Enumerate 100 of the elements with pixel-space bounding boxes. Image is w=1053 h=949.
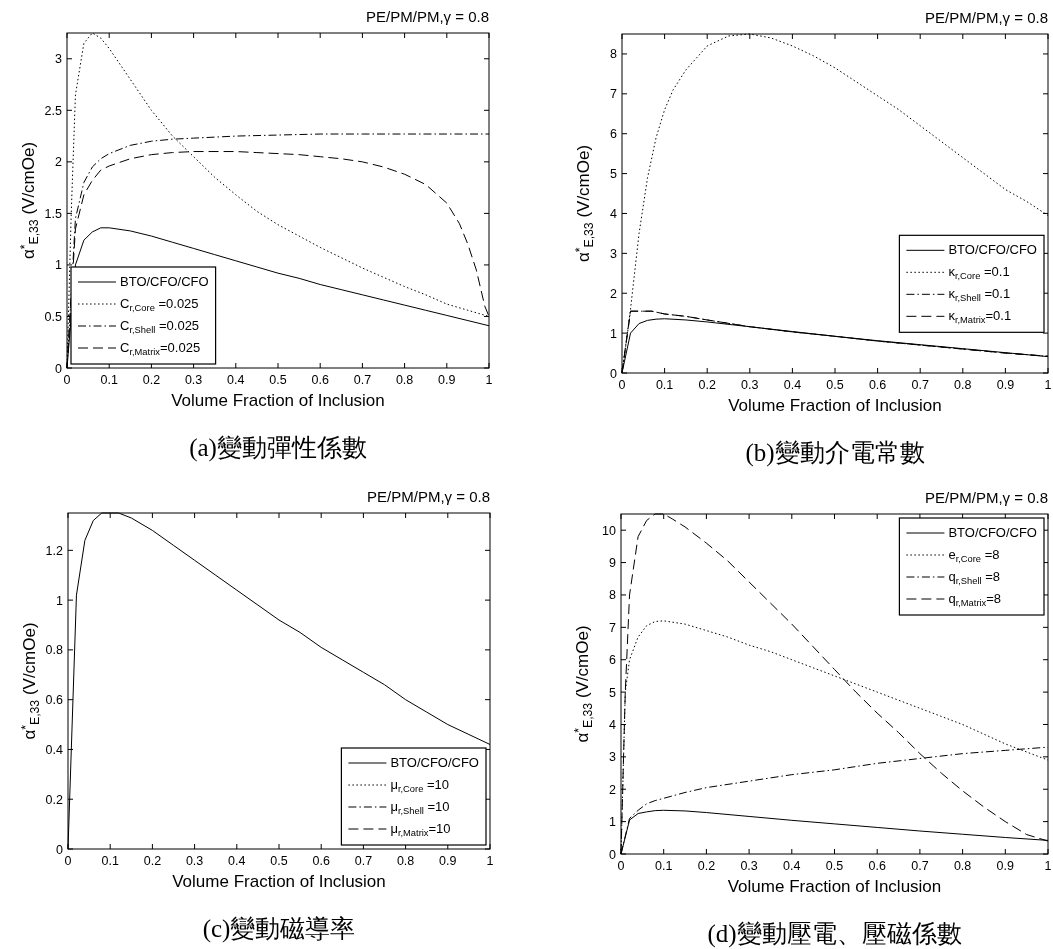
y-tick-label: 1 [610, 326, 618, 341]
x-tick-label: 0.1 [101, 854, 119, 868]
x-tick-label: 0.5 [270, 854, 288, 868]
x-tick-label: 0.2 [143, 854, 162, 868]
y-tick-label: 2 [610, 286, 618, 301]
y-tick-label: 8 [609, 588, 617, 603]
y-tick-label: 3 [610, 246, 618, 261]
x-tick-label: 0.2 [697, 859, 716, 873]
y-tick-label: 1 [56, 593, 64, 608]
x-tick-label: 0.2 [142, 373, 161, 387]
x-axis-title: Volume Fraction of Inclusion [727, 877, 942, 896]
x-tick-label: 0.6 [868, 859, 886, 873]
legend-label: BTO/CFO/CFO [390, 755, 479, 770]
legend-label: BTO/CFO/CFO [948, 242, 1037, 258]
y-tick-label: 1 [55, 258, 63, 273]
legend-label: μ$_{r,Matrix}$=10 [390, 821, 451, 838]
x-tick-label: 0.4 [227, 373, 245, 387]
x-tick-label: 0.9 [996, 378, 1015, 392]
x-tick-label: 0.6 [868, 378, 887, 392]
x-tick-label: 0.3 [741, 378, 759, 392]
legend-label: κ$_{r,Matrix}$=0.1 [948, 308, 1012, 326]
x-tick-label: 0.8 [395, 373, 414, 387]
x-tick-label: 0.9 [438, 373, 456, 387]
text: (d)變動壓電、壓磁係數 [707, 920, 962, 948]
x-tick-label: 0.4 [783, 859, 801, 873]
legend-label: μ$_{r,Core}$ =10 [390, 777, 450, 794]
legend-label: C$_{r,Core}$ =0.025 [120, 296, 199, 313]
x-tick-label: 1 [1044, 378, 1052, 392]
chart-title: PE/PM/PM,γ = 0.8 [925, 9, 1048, 26]
x-tick-label: 1 [486, 854, 494, 868]
x-tick-label: 0.7 [354, 854, 373, 868]
y-tick-label: 0 [56, 842, 64, 857]
text: (c)變動磁導率 [202, 915, 356, 943]
x-tick-label: 0.3 [184, 373, 203, 387]
x-tick-label: 0.4 [783, 378, 802, 392]
y-tick-label: 0 [55, 361, 63, 376]
chart-title: PE/PM/PM,γ = 0.8 [925, 489, 1048, 506]
y-tick-label: 4 [610, 206, 618, 221]
y-tick-label: 2 [55, 155, 63, 170]
y-tick-label: 6 [610, 127, 618, 142]
y-tick-label: 0.6 [45, 693, 64, 708]
x-tick-label: 0.6 [311, 373, 329, 387]
x-tick-label: 0.5 [269, 373, 287, 387]
x-tick-label: 1 [1044, 859, 1052, 873]
y-tick-label: 10 [602, 523, 617, 538]
x-tick-label: 0.7 [911, 378, 929, 392]
legend-label: κ$_{r,Core}$ =0.1 [948, 264, 1010, 282]
text: (b)變動介電常數 [745, 439, 925, 467]
legend-label: C$_{r,Matrix}$=0.025 [120, 340, 201, 357]
y-tick-label: 5 [609, 685, 617, 700]
y-tick-label: 0.5 [44, 309, 63, 324]
legend-label: BTO/CFO/CFO [120, 274, 209, 289]
legend-label: q$_{r,Matrix}$=8 [948, 591, 1002, 608]
legend-label: q$_{r,Shell}$ =8 [948, 569, 1001, 586]
x-tick-label: 0.3 [185, 854, 204, 868]
x-tick-label: 0.1 [655, 859, 673, 873]
x-tick-label: 0.1 [100, 373, 118, 387]
x-tick-label: 0.6 [312, 854, 330, 868]
y-tick-label: 2 [609, 782, 617, 797]
y-tick-label: 0.2 [45, 792, 64, 807]
x-tick-label: 0.3 [740, 859, 758, 873]
x-tick-label: 0.4 [228, 854, 246, 868]
y-tick-label: 7 [609, 620, 617, 635]
x-tick-label: 1 [485, 373, 493, 387]
legend-label: κ$_{r,Shell}$ =0.1 [948, 286, 1011, 304]
x-axis-title: Volume Fraction of Inclusion [728, 396, 942, 415]
x-tick-label: 0.2 [698, 378, 716, 392]
x-tick-label: 0.7 [353, 373, 372, 387]
x-tick-label: 0.9 [439, 854, 457, 868]
x-tick-label: 0.5 [826, 378, 844, 392]
chart-title: PE/PM/PM,γ = 0.8 [366, 8, 489, 25]
x-tick-label: 0.9 [996, 859, 1015, 873]
y-tick-label: 0.4 [45, 742, 64, 757]
legend-label: BTO/CFO/CFO [948, 525, 1037, 540]
y-tick-label: 4 [609, 717, 617, 732]
x-tick-label: 0.8 [396, 854, 415, 868]
x-tick-label: 0.7 [911, 859, 929, 873]
x-tick-label: 0.1 [655, 378, 674, 392]
y-tick-label: 1 [609, 815, 617, 830]
y-tick-label: 9 [609, 556, 617, 571]
x-tick-label: 0.5 [825, 859, 844, 873]
y-tick-label: 7 [610, 87, 618, 102]
x-tick-label: 0.8 [954, 378, 972, 392]
text: (a)變動彈性係數 [189, 434, 367, 462]
chart-title: PE/PM/PM,γ = 0.8 [367, 488, 490, 505]
x-axis-title: Volume Fraction of Inclusion [172, 872, 386, 891]
x-tick-label: 0.8 [953, 859, 972, 873]
y-tick-label: 3 [55, 52, 63, 67]
y-tick-label: 1.5 [44, 206, 63, 221]
x-axis-title: Volume Fraction of Inclusion [171, 391, 385, 410]
y-tick-label: 8 [610, 47, 618, 62]
legend-label: e$_{r,Core}$ =8 [948, 547, 1000, 564]
y-tick-label: 1.2 [45, 543, 64, 558]
legend-label: C$_{r,Shell}$ =0.025 [120, 318, 200, 335]
y-tick-label: 6 [609, 653, 617, 668]
y-tick-label: 2.5 [44, 103, 63, 118]
y-tick-label: 3 [609, 750, 617, 765]
y-tick-label: 0.8 [45, 643, 64, 658]
y-tick-label: 5 [610, 167, 618, 182]
legend-label: μ$_{r,Shell}$ =10 [390, 799, 450, 816]
